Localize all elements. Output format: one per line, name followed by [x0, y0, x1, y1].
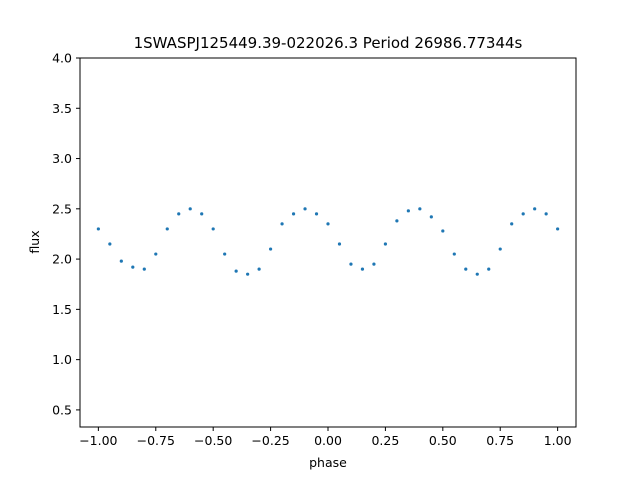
x-tick-label: 0.50	[429, 433, 457, 448]
data-point	[108, 242, 112, 246]
x-tick-label: 0.25	[371, 433, 399, 448]
data-point	[303, 207, 307, 211]
x-axis-ticks: −1.00 −0.75 −0.50 −0.25 0.00 0.25 0.50 0.75 1.00	[79, 427, 572, 448]
y-tick-label: 1.5	[52, 302, 72, 317]
data-point	[177, 212, 181, 216]
y-axis-label: flux	[27, 230, 42, 253]
data-point	[510, 222, 514, 226]
chart-title: 1SWASPJ125449.39-022026.3 Period 26986.7…	[134, 34, 523, 52]
data-point	[406, 209, 410, 213]
x-tick-label: 0.00	[314, 433, 342, 448]
data-point	[452, 252, 456, 256]
y-tick-label: 0.5	[52, 402, 72, 417]
data-point	[188, 207, 192, 211]
y-tick-label: 2.5	[52, 201, 72, 216]
data-point	[429, 215, 433, 219]
data-point	[556, 227, 560, 231]
data-point	[464, 267, 468, 271]
x-tick-label: −0.50	[194, 433, 232, 448]
data-point	[223, 252, 227, 256]
data-point	[234, 269, 238, 273]
x-axis-label: phase	[309, 455, 347, 470]
y-axis-ticks: 0.5 1.0 1.5 2.0 2.5 3.0 3.5 4.0	[52, 51, 80, 417]
data-point	[165, 227, 169, 231]
data-point	[314, 212, 319, 216]
data-point	[326, 222, 330, 226]
data-point	[337, 242, 342, 246]
data-point	[200, 212, 204, 216]
data-point	[349, 262, 353, 266]
data-point	[383, 242, 388, 246]
data-point	[441, 229, 445, 233]
data-point	[487, 267, 491, 271]
x-tick-label: −0.75	[137, 433, 175, 448]
data-point	[360, 267, 365, 271]
data-point	[211, 227, 215, 231]
data-point	[533, 207, 537, 211]
data-point	[521, 212, 525, 216]
plot-frame	[79, 57, 577, 428]
x-tick-label: −1.00	[79, 433, 117, 448]
data-point	[395, 219, 399, 223]
data-point	[268, 247, 273, 251]
data-point	[372, 262, 376, 266]
data-point	[498, 247, 502, 251]
y-tick-label: 2.0	[52, 252, 72, 267]
data-point	[257, 267, 261, 271]
data-point	[131, 265, 135, 269]
data-point	[96, 227, 100, 231]
scatter-points	[96, 207, 560, 276]
data-point	[475, 272, 479, 276]
data-point	[291, 212, 296, 216]
data-point	[119, 259, 123, 263]
x-tick-label: 0.75	[486, 433, 514, 448]
data-point	[280, 222, 284, 226]
x-tick-label: −0.25	[251, 433, 289, 448]
data-point	[544, 212, 548, 216]
y-tick-label: 1.0	[52, 352, 72, 367]
data-point	[246, 272, 250, 276]
y-tick-label: 3.0	[52, 151, 72, 166]
y-tick-label: 3.5	[52, 101, 72, 116]
x-tick-label: 1.00	[544, 433, 572, 448]
data-point	[418, 207, 422, 211]
data-point	[154, 252, 158, 256]
y-tick-label: 4.0	[52, 51, 72, 66]
data-point	[142, 267, 146, 271]
